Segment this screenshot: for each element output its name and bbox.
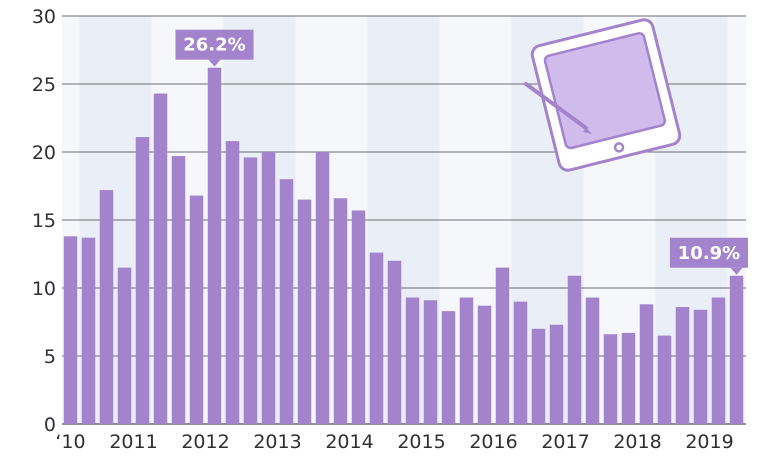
x-tick-label: ‘10: [55, 431, 85, 453]
y-tick-label: 15: [32, 210, 56, 232]
bar: [261, 152, 276, 424]
stylus-icon: [524, 82, 592, 134]
x-tick-label: 2013: [253, 431, 301, 453]
y-tick-label: 0: [44, 414, 56, 436]
callout-label: 10.9%: [678, 243, 740, 264]
bar: [549, 324, 564, 424]
bar: [729, 275, 744, 424]
bar: [711, 297, 726, 424]
callout-pointer: [208, 59, 221, 67]
bar: [639, 304, 654, 424]
bar: [603, 334, 618, 424]
x-tick-label: 2015: [397, 431, 445, 453]
bar: [189, 195, 204, 424]
bar: [225, 141, 240, 424]
bar: [207, 67, 222, 425]
bar: [81, 237, 96, 424]
bar: [369, 252, 384, 424]
callout-label: 26.2%: [183, 35, 245, 56]
x-tick-label: 2014: [325, 431, 373, 453]
bar: [297, 199, 312, 424]
y-tick-label: 25: [32, 74, 56, 96]
y-axis-labels: 0 5 10 15 20 25 30: [32, 6, 56, 436]
bar: [387, 260, 402, 424]
bar: [99, 190, 114, 424]
bar: [531, 328, 546, 424]
callout-box: [175, 29, 254, 60]
x-tick-label: 2018: [613, 431, 661, 453]
callout-pointer: [730, 267, 743, 275]
bar-series: [63, 67, 744, 425]
x-tick-label: 2012: [181, 431, 229, 453]
bar: [567, 275, 582, 424]
bar: [459, 297, 474, 424]
bar: [333, 198, 348, 424]
bar: [315, 152, 330, 424]
bar: [423, 300, 438, 424]
x-axis-labels: ‘10 2011 2012 2013 2014 2015 2016 2017 2018 2019: [55, 431, 733, 453]
bar: [513, 301, 528, 424]
y-tick-label: 10: [32, 278, 56, 300]
bar: [63, 236, 78, 424]
bar: [693, 309, 708, 424]
bar: [621, 332, 636, 424]
bar: [657, 335, 672, 424]
x-tick-label: 2017: [541, 431, 589, 453]
bar: [243, 157, 258, 424]
value-callout: 26.2%: [175, 29, 254, 67]
callouts: 26.2% 10.9%: [175, 29, 748, 275]
bar: [279, 179, 294, 424]
bar: [675, 307, 690, 424]
callout-box: [670, 237, 748, 268]
bar: [477, 305, 492, 424]
x-tick-label: 2016: [469, 431, 517, 453]
bar: [441, 311, 456, 424]
y-tick-label: 30: [32, 6, 56, 28]
bar: [153, 93, 168, 425]
value-callout: 10.9%: [670, 237, 748, 275]
bar: [117, 267, 132, 424]
bar: [171, 156, 186, 424]
bar: [495, 267, 510, 424]
bar: [351, 210, 366, 424]
x-tick-label: 2019: [685, 431, 733, 453]
bar: [135, 137, 150, 425]
y-tick-label: 5: [44, 346, 56, 368]
bar: [585, 297, 600, 424]
y-tick-label: 20: [32, 142, 56, 164]
x-tick-label: 2011: [109, 431, 157, 453]
bar: [405, 297, 420, 424]
